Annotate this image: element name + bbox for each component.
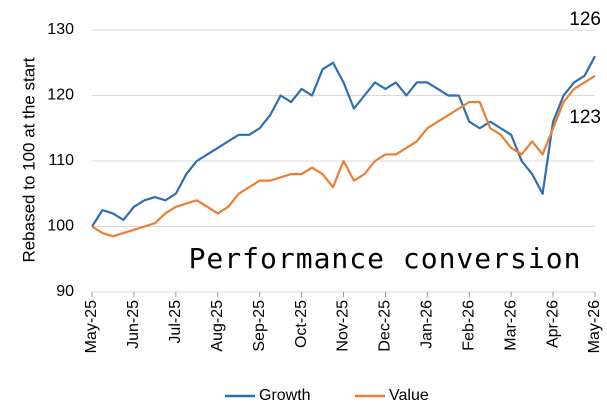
x-tick-label: Mar-26 (502, 300, 519, 351)
x-tick-label: Aug-25 (209, 300, 226, 352)
line-series (91, 74, 596, 238)
y-tick-label: 110 (48, 152, 74, 169)
y-tick-label: 120 (47, 87, 74, 104)
x-tick-label: Jul-25 (167, 300, 184, 344)
x-tick-label: May-25 (83, 300, 100, 353)
legend-label: Value (389, 387, 429, 404)
x-tick-label: Jan-26 (419, 300, 436, 349)
x-tick-label: Sep-25 (251, 300, 268, 352)
y-tick-label: 100 (47, 218, 74, 235)
x-tick-label: Jun-25 (125, 300, 142, 349)
x-tick-label: Nov-25 (335, 300, 352, 352)
end-label: 126 (569, 9, 601, 30)
y-tick-label: 130 (47, 21, 74, 38)
x-tick-label: Feb-26 (460, 300, 477, 351)
y-axis-label: Rebased to 100 at the start (19, 57, 38, 262)
annotation: Performance conversion (189, 242, 582, 275)
legend-label: Growth (259, 387, 311, 404)
x-tick-label: Dec-25 (377, 300, 394, 352)
x-tick-label: Apr-26 (544, 300, 561, 348)
line-series (91, 55, 596, 228)
end-label: 123 (569, 107, 601, 128)
x-tick-label: May-26 (586, 300, 603, 353)
x-tick-label: Oct-25 (293, 300, 310, 348)
y-tick-label: 90 (56, 283, 74, 300)
